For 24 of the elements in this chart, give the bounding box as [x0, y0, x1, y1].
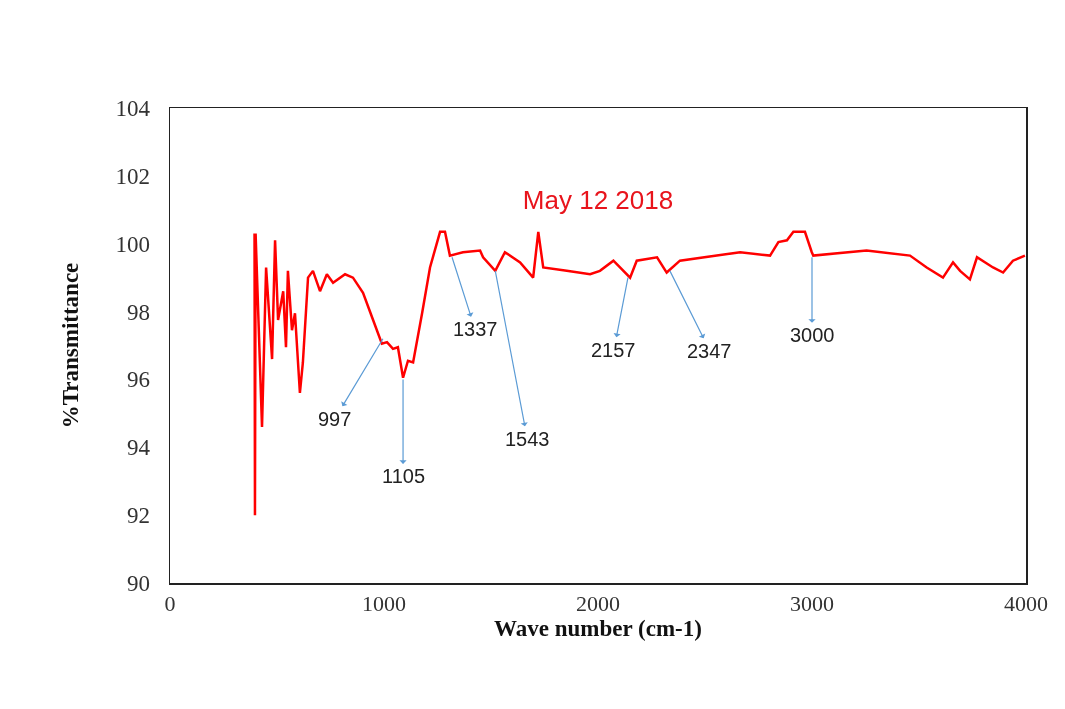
- x-tick-label: 2000: [576, 590, 620, 616]
- y-tick-label: 90: [126, 571, 150, 597]
- y-tick-label: 96: [126, 367, 150, 393]
- annotation: 3000: [790, 324, 835, 346]
- y-tick-label: 102: [115, 163, 150, 189]
- x-tick-label: 1000: [362, 590, 406, 616]
- annotation: 1543: [505, 428, 550, 450]
- x-tick-label: 3000: [790, 590, 834, 616]
- y-tick-label: 98: [126, 299, 150, 325]
- y-tick-label: 104: [115, 96, 151, 122]
- x-tick-label: 0: [164, 590, 176, 616]
- annotation: 2347: [687, 340, 732, 362]
- annotation: 1105: [382, 465, 426, 487]
- line-series: [253, 230, 1026, 517]
- x-tick-label: 4000: [1004, 590, 1048, 616]
- y-tick-label: 100: [115, 231, 150, 257]
- y-tick-label: 94: [126, 435, 151, 461]
- annotation: 2157: [591, 339, 636, 361]
- y-tick-label: 92: [126, 503, 150, 529]
- x-axis-title: Wave number (cm-1): [494, 615, 702, 641]
- y-axis-title: %Transmittance: [58, 262, 84, 429]
- annotation: 997: [318, 408, 352, 430]
- annotation: 1337: [453, 318, 498, 340]
- text: May 12 2018: [522, 185, 674, 216]
